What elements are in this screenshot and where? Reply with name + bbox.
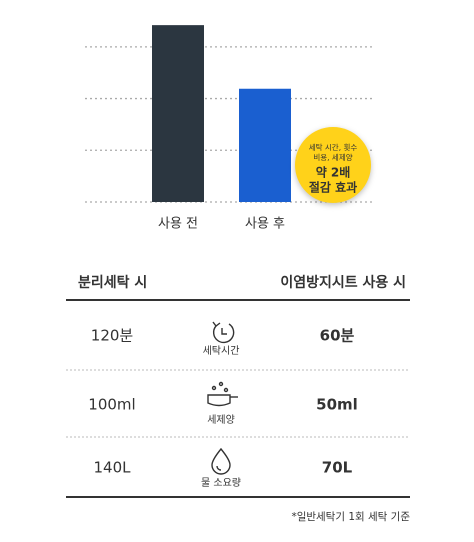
after-value: 70L xyxy=(322,459,353,477)
table-header: 이염방지시트 사용 시 xyxy=(280,274,406,291)
badge-text: 세탁 시간, 횟수 xyxy=(309,142,358,152)
badge-text: 절감 효과 xyxy=(309,180,357,195)
before-value: 120분 xyxy=(91,327,134,345)
water-icon xyxy=(211,447,231,475)
badge xyxy=(295,127,371,203)
clock-icon xyxy=(212,321,235,344)
badge-text: 약 2배 xyxy=(316,165,351,180)
footnote: *일반세탁기 1회 세탁 기준 xyxy=(291,510,410,523)
bar xyxy=(152,25,204,202)
bar xyxy=(239,88,291,202)
detergent-icon xyxy=(207,381,238,407)
after-value: 50ml xyxy=(316,396,358,414)
table-header: 분리세탁 시 xyxy=(78,274,147,291)
before-value: 100ml xyxy=(88,396,135,414)
after-value: 60분 xyxy=(320,327,355,345)
x-tick-label: 사용 전 xyxy=(158,217,198,232)
before-value: 140L xyxy=(94,459,132,477)
row-label: 세탁시간 xyxy=(203,345,240,357)
badge-text: 비용, 세제양 xyxy=(313,153,352,162)
x-tick-label: 사용 후 xyxy=(245,217,285,232)
row-label: 세제양 xyxy=(207,414,235,426)
row-label: 물 소요량 xyxy=(201,477,241,489)
